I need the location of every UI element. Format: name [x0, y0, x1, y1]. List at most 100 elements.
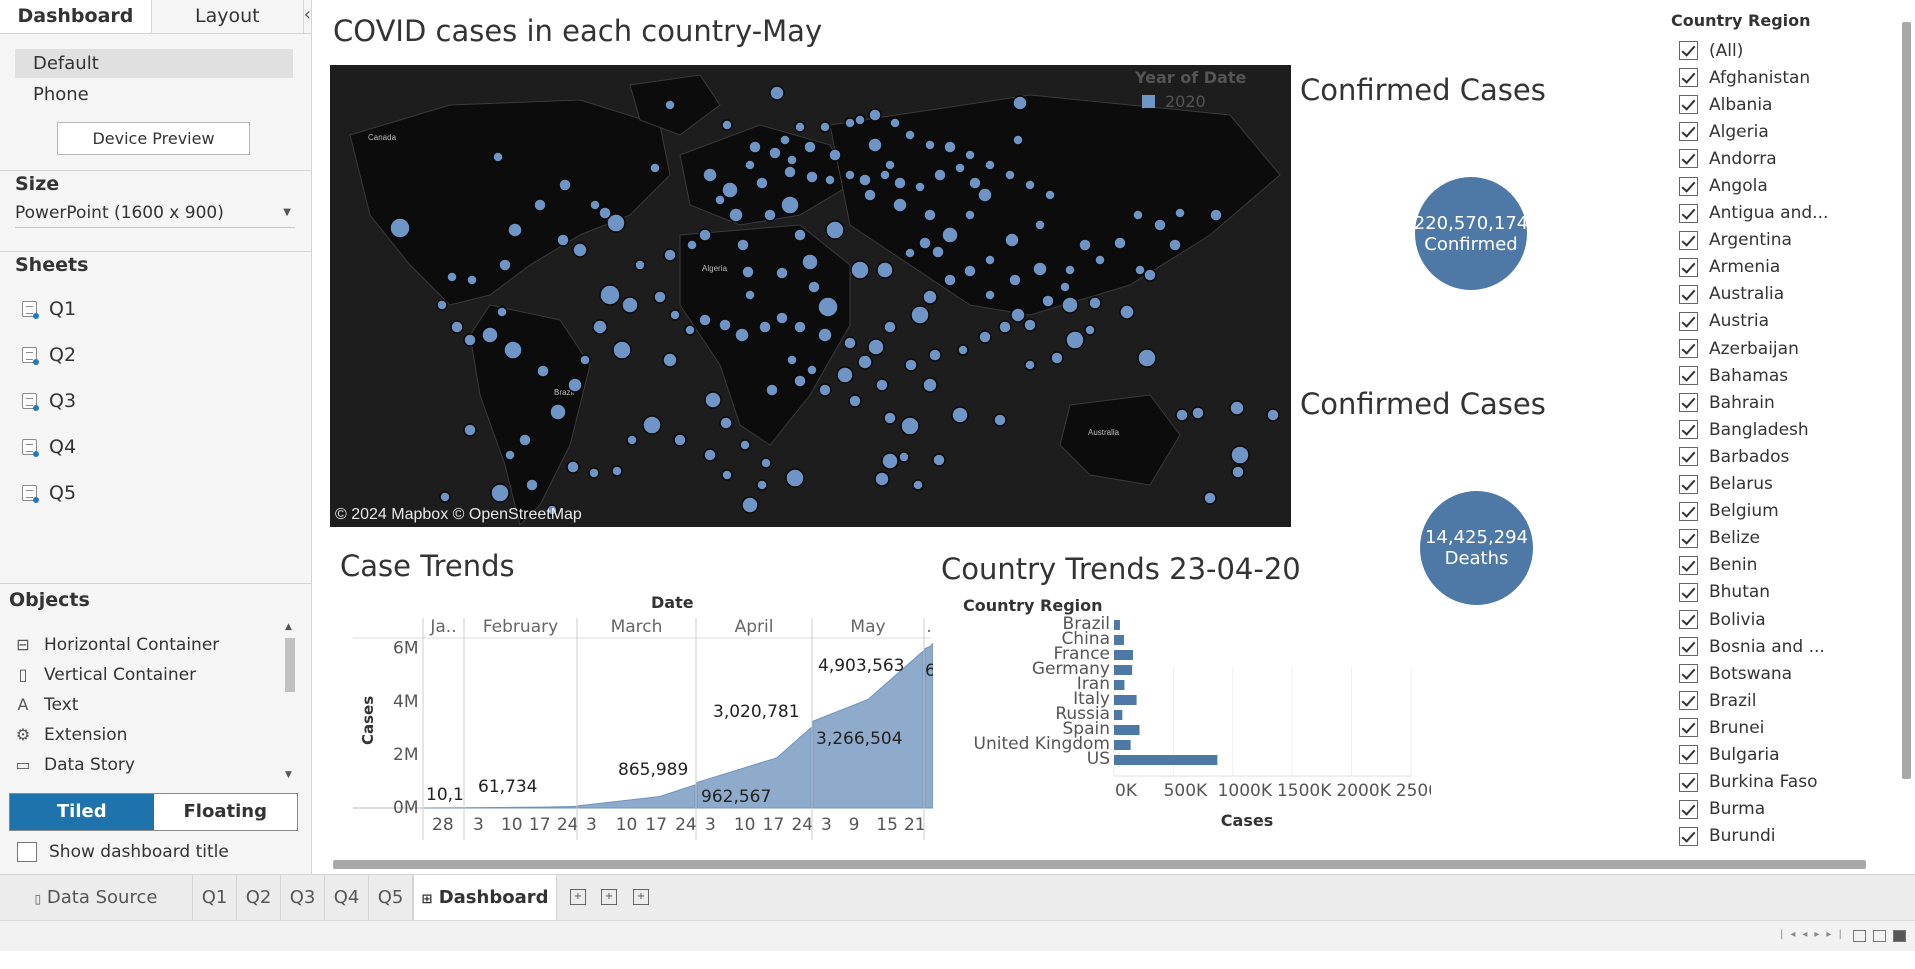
map-case-marker[interactable]: [722, 182, 738, 198]
bar[interactable]: [1114, 755, 1217, 765]
checkbox-checked-icon[interactable]: [1679, 637, 1698, 656]
filter-item[interactable]: Azerbaijan: [1679, 335, 1879, 362]
checkbox-checked-icon[interactable]: [1679, 258, 1698, 277]
map-case-marker[interactable]: [1066, 331, 1084, 349]
map-case-marker[interactable]: [493, 152, 503, 162]
map-case-marker[interactable]: [875, 472, 889, 486]
map-case-marker[interactable]: [944, 274, 956, 286]
map-case-marker[interactable]: [999, 321, 1011, 333]
map-case-marker[interactable]: [719, 319, 731, 331]
tiled-button[interactable]: Tiled: [10, 794, 154, 830]
map-case-marker[interactable]: [934, 169, 946, 181]
map-case-marker[interactable]: [1230, 401, 1244, 415]
checkbox-checked-icon[interactable]: [1679, 556, 1698, 575]
map-case-marker[interactable]: [894, 177, 906, 189]
tab-dashboard-1[interactable]: ⊞ Dashboard 1: [413, 875, 557, 921]
dashboard-vertical-scrollbar[interactable]: [1898, 0, 1915, 850]
tab-dashboard[interactable]: Dashboard: [0, 0, 152, 33]
map-case-marker[interactable]: [437, 300, 447, 310]
map-case-marker[interactable]: [876, 379, 888, 391]
checkbox-checked-icon[interactable]: [1679, 393, 1698, 412]
filter-item[interactable]: Bahrain: [1679, 389, 1879, 416]
map-case-marker[interactable]: [1005, 233, 1019, 247]
map-case-marker[interactable]: [915, 182, 925, 192]
map-case-marker[interactable]: [482, 327, 498, 343]
map-case-marker[interactable]: [1232, 466, 1244, 478]
map-case-marker[interactable]: [1035, 220, 1045, 230]
map-case-marker[interactable]: [1005, 170, 1015, 180]
object-vertical-container[interactable]: ▯Vertical Container: [14, 660, 196, 690]
map-case-marker[interactable]: [979, 331, 991, 343]
dashboard-horizontal-scrollbar[interactable]: [327, 856, 1887, 872]
map-case-marker[interactable]: [844, 337, 856, 349]
map-case-marker[interactable]: [745, 160, 755, 170]
map-case-marker[interactable]: [911, 306, 929, 324]
map-case-marker[interactable]: [627, 435, 637, 445]
map-case-marker[interactable]: [759, 321, 771, 333]
filter-item[interactable]: Albania: [1679, 91, 1879, 118]
map-case-marker[interactable]: [1025, 180, 1035, 190]
map-case-marker[interactable]: [905, 248, 915, 258]
map-case-marker[interactable]: [1204, 492, 1216, 504]
map-case-marker[interactable]: [969, 177, 981, 189]
map-case-marker[interactable]: [804, 141, 816, 153]
bar[interactable]: [1114, 620, 1120, 630]
map-case-marker[interactable]: [735, 328, 749, 342]
tab-q5[interactable]: Q5: [369, 875, 413, 921]
map-case-marker[interactable]: [1060, 282, 1070, 292]
checkbox-checked-icon[interactable]: [1679, 68, 1698, 87]
map-case-marker[interactable]: [985, 255, 995, 265]
map-case-marker[interactable]: [845, 170, 855, 180]
map-case-marker[interactable]: [464, 334, 476, 346]
map-case-marker[interactable]: [985, 290, 995, 300]
new-worksheet-icon[interactable]: +: [570, 889, 586, 905]
tab-q1[interactable]: Q1: [193, 875, 237, 921]
map-case-marker[interactable]: [787, 355, 797, 365]
map-case-marker[interactable]: [1085, 325, 1095, 335]
map-case-marker[interactable]: [1231, 446, 1249, 464]
map-case-marker[interactable]: [770, 86, 784, 100]
deaths-kpi-circle[interactable]: 14,425,294 Deaths: [1420, 491, 1533, 605]
map-case-marker[interactable]: [670, 310, 680, 320]
map-case-marker[interactable]: [794, 321, 806, 333]
map-case-marker[interactable]: [923, 378, 937, 392]
map-case-marker[interactable]: [1033, 262, 1047, 276]
map-case-marker[interactable]: [665, 100, 675, 110]
map-case-marker[interactable]: [622, 297, 638, 313]
map-case-marker[interactable]: [447, 272, 457, 282]
sheet-item-q3[interactable]: Q3: [22, 386, 76, 416]
map-case-marker[interactable]: [929, 349, 941, 361]
sheet-item-q4[interactable]: Q4: [22, 432, 76, 462]
map-case-marker[interactable]: [882, 453, 898, 469]
map-case-marker[interactable]: [781, 196, 799, 214]
map-case-marker[interactable]: [829, 149, 841, 161]
new-dashboard-icon[interactable]: +: [601, 889, 617, 905]
map-case-marker[interactable]: [559, 179, 571, 191]
map-case-marker[interactable]: [808, 281, 820, 293]
map-case-marker[interactable]: [884, 321, 896, 333]
map-case-marker[interactable]: [737, 239, 749, 251]
filter-item[interactable]: Bangladesh: [1679, 416, 1879, 443]
filter-item[interactable]: Brunei: [1679, 714, 1879, 741]
map-case-marker[interactable]: [663, 353, 677, 367]
map-case-marker[interactable]: [1065, 265, 1075, 275]
map-case-marker[interactable]: [924, 209, 936, 221]
checkbox-checked-icon[interactable]: [1679, 718, 1698, 737]
map-case-marker[interactable]: [600, 285, 620, 305]
filter-item[interactable]: (All): [1679, 37, 1879, 64]
filter-item[interactable]: Barbados: [1679, 443, 1879, 470]
map-case-marker[interactable]: [859, 174, 871, 186]
sheet-item-q5[interactable]: Q5: [22, 478, 76, 508]
map-case-marker[interactable]: [769, 147, 781, 159]
checkbox-checked-icon[interactable]: [1679, 691, 1698, 710]
checkbox-checked-icon[interactable]: [1679, 95, 1698, 114]
bar[interactable]: [1114, 740, 1131, 750]
map-case-marker[interactable]: [795, 122, 805, 132]
map-case-marker[interactable]: [818, 297, 838, 317]
map-case-marker[interactable]: [674, 434, 686, 446]
map-case-marker[interactable]: [923, 290, 937, 304]
confirmed-kpi-circle[interactable]: 220,570,174 Confirmed: [1415, 177, 1527, 290]
map-case-marker[interactable]: [864, 189, 876, 201]
map-case-marker[interactable]: [965, 150, 975, 160]
map-case-marker[interactable]: [519, 434, 531, 446]
